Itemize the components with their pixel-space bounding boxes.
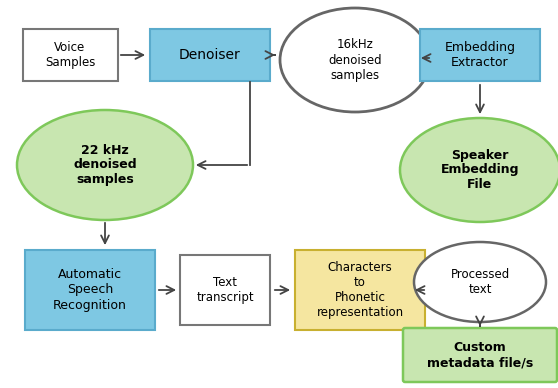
FancyBboxPatch shape — [25, 250, 155, 330]
FancyBboxPatch shape — [295, 250, 425, 330]
Text: Characters
to
Phonetic
representation: Characters to Phonetic representation — [316, 261, 403, 319]
Text: Processed
text: Processed text — [450, 268, 509, 296]
FancyBboxPatch shape — [150, 29, 270, 81]
Text: 22 kHz
denoised
samples: 22 kHz denoised samples — [73, 144, 137, 187]
Ellipse shape — [17, 110, 193, 220]
Text: Automatic
Speech
Recognition: Automatic Speech Recognition — [53, 268, 127, 312]
FancyBboxPatch shape — [420, 29, 540, 81]
FancyBboxPatch shape — [22, 29, 118, 81]
Text: Denoiser: Denoiser — [179, 48, 241, 62]
Text: Text
transcript: Text transcript — [196, 276, 254, 304]
FancyBboxPatch shape — [403, 328, 557, 382]
Text: Voice
Samples: Voice Samples — [45, 41, 95, 69]
FancyBboxPatch shape — [180, 255, 270, 325]
Ellipse shape — [400, 118, 558, 222]
Text: Embedding
Extractor: Embedding Extractor — [445, 41, 516, 69]
Ellipse shape — [280, 8, 430, 112]
Text: Speaker
Embedding
File: Speaker Embedding File — [441, 149, 519, 192]
Text: 16kHz
denoised
samples: 16kHz denoised samples — [328, 38, 382, 81]
Text: Custom
metadata file/s: Custom metadata file/s — [427, 341, 533, 369]
Ellipse shape — [414, 242, 546, 322]
